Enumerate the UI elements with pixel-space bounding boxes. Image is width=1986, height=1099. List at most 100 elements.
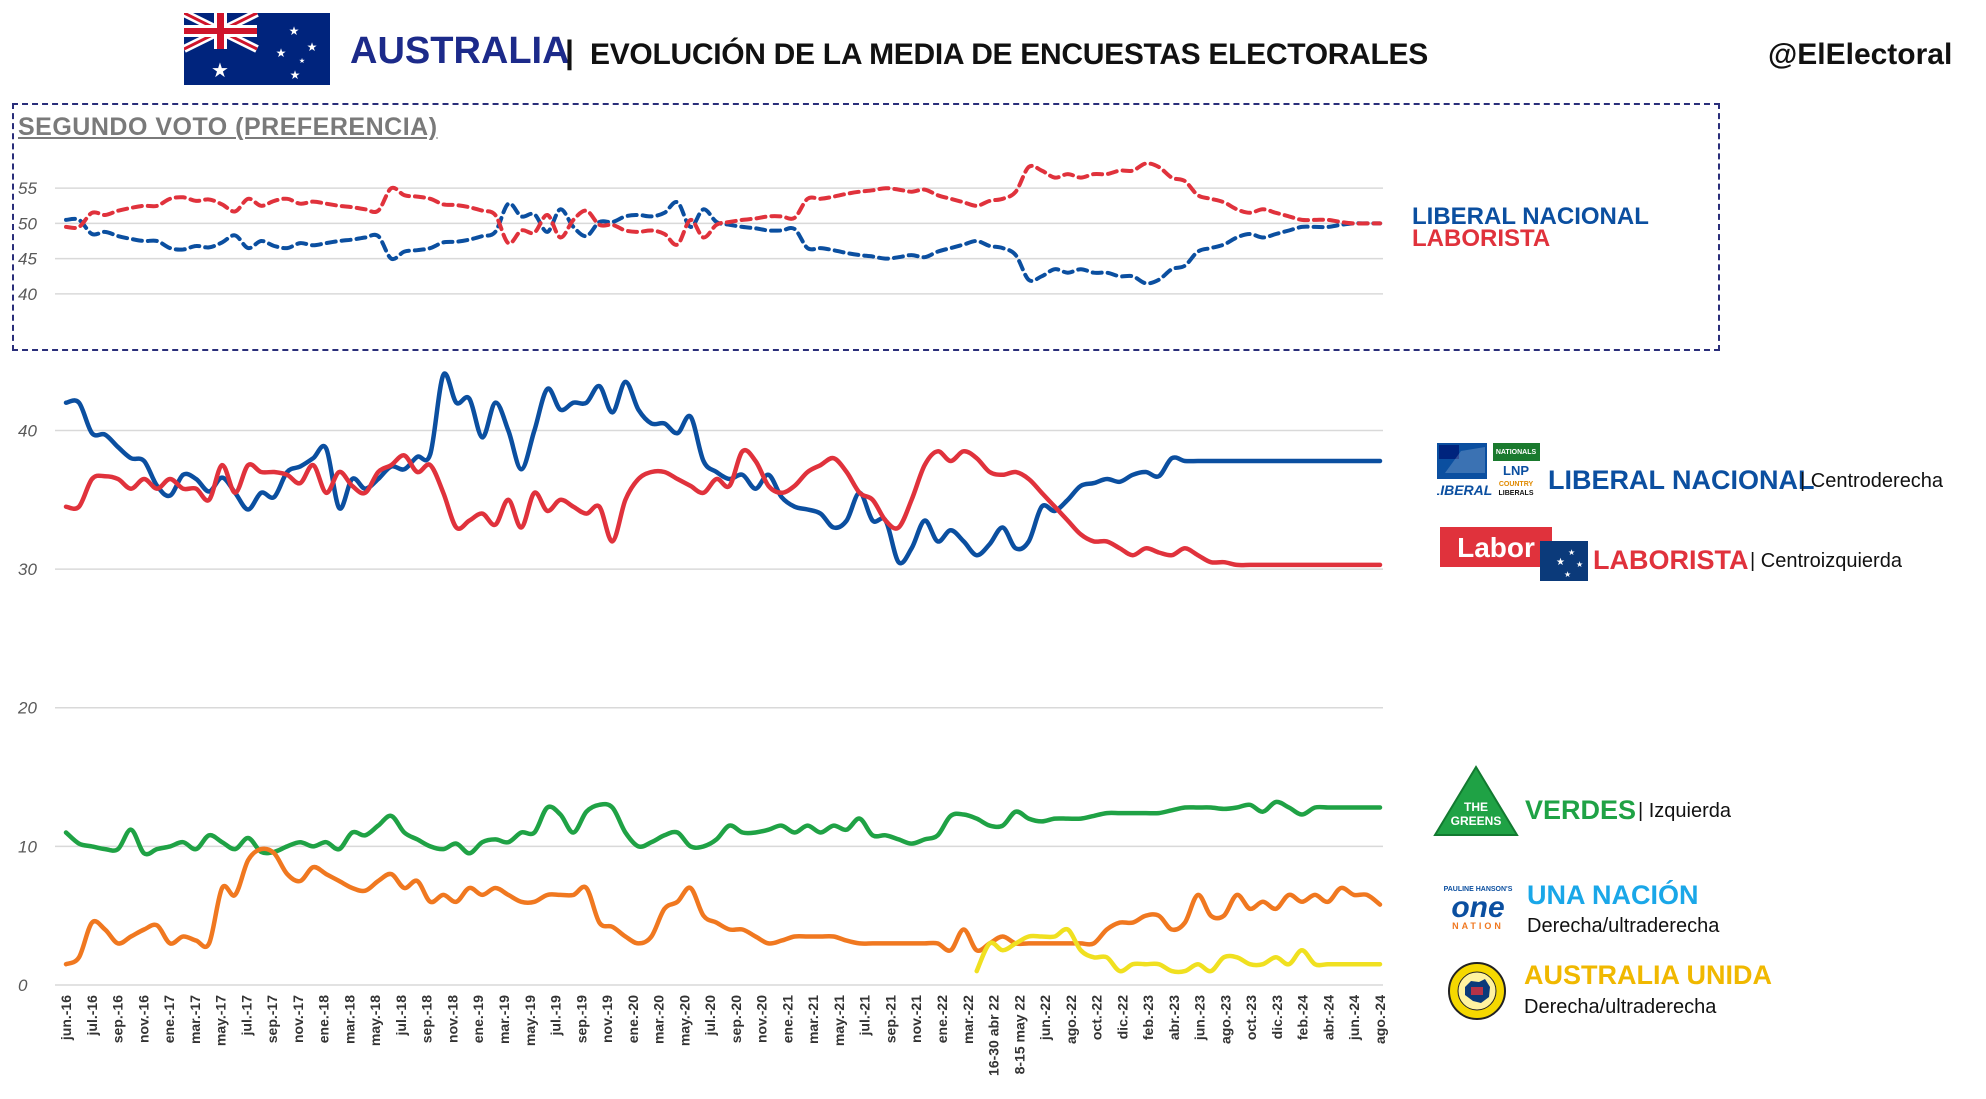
x-tick-label: abr.-23	[1166, 995, 1182, 1040]
x-tick-label: ago.-22	[1063, 995, 1079, 1044]
one-nation-logo: PAULINE HANSON'S one NATION	[1437, 883, 1519, 931]
series-line-greens	[63, 799, 1383, 857]
x-tick-label: feb.-23	[1140, 995, 1156, 1040]
svg-text:★: ★	[211, 60, 229, 82]
svg-text:★: ★	[1564, 570, 1571, 579]
preference-chart-frame	[12, 103, 1720, 351]
x-tick-label: 16-30 abr 22	[986, 995, 1002, 1076]
greens-logo-text: GREENS	[1451, 814, 1502, 828]
x-tick-label: ene.-20	[625, 995, 641, 1043]
y-tick-label: 0	[18, 976, 28, 995]
liberal-logo-text: LIBERAL	[1437, 482, 1492, 498]
x-tick-label: may.-20	[676, 995, 692, 1046]
labor-logo-text: Labor	[1457, 532, 1535, 563]
series-line-liberal	[63, 371, 1383, 566]
x-tick-label: 8-15 may 22	[1011, 995, 1027, 1075]
x-tick-label: ago.-24	[1372, 995, 1388, 1044]
series-line-labor	[63, 447, 1383, 568]
series-line-one_nation	[63, 846, 1383, 967]
x-tick-label: jul.-18	[393, 995, 409, 1037]
legend-one-nation-desc: Derecha/ultraderecha	[1527, 915, 1720, 937]
y-tick-label: 40	[18, 285, 37, 304]
svg-text:★: ★	[289, 24, 300, 38]
x-tick-label: jun.-23	[1192, 995, 1208, 1041]
preference-chart-title: SEGUNDO VOTO (PREFERENCIA)	[18, 113, 438, 141]
x-tick-label: ene.-21	[779, 995, 795, 1043]
legend-liberal-name: LIBERAL NACIONAL	[1548, 465, 1815, 495]
nationals-logo-text: NATIONALS	[1496, 449, 1537, 456]
x-tick-label: may.-18	[367, 995, 383, 1046]
x-tick-label: may.-21	[831, 995, 847, 1046]
x-tick-label: jun.-24	[1346, 995, 1362, 1041]
series-line-uap	[974, 926, 1383, 975]
y-tick-label: 55	[18, 179, 37, 198]
x-tick-label: mar.-17	[187, 995, 203, 1044]
x-tick-label: jul.-17	[238, 995, 254, 1037]
x-tick-label: sep.-20	[728, 995, 744, 1043]
svg-text:★: ★	[290, 68, 301, 82]
legend-uap-name: AUSTRALIA UNIDA	[1524, 960, 1772, 990]
y-tick-label: 20	[17, 699, 37, 718]
y-tick-label: 10	[18, 837, 37, 856]
svg-text:★: ★	[1556, 557, 1565, 568]
x-tick-label: sep.-21	[882, 995, 898, 1043]
svg-text:★: ★	[1576, 560, 1583, 569]
legend-uap-desc: Derecha/ultraderecha	[1524, 996, 1717, 1018]
x-tick-label: nov.-21	[908, 995, 924, 1043]
legend-liberal-desc: | Centroderecha	[1800, 470, 1944, 492]
australia-flag: ★ ★ ★ ★ ★ ★	[182, 9, 330, 85]
x-tick-label: mar.-22	[960, 995, 976, 1044]
x-tick-label: oct.-22	[1089, 995, 1105, 1040]
series-line-liberal-preference	[64, 200, 1382, 286]
united-australia-logo	[1447, 961, 1507, 1021]
x-tick-label: jul.-21	[857, 995, 873, 1037]
greens-logo-text-the: THE	[1464, 800, 1488, 814]
lnp-logo-text: LNP	[1503, 463, 1529, 478]
one-nation-logo-one: one	[1451, 891, 1504, 924]
x-tick-label: sep.-18	[419, 995, 435, 1043]
y-tick-label: 45	[18, 250, 37, 269]
x-tick-label: ene.-17	[161, 995, 177, 1043]
x-tick-label: dic.-23	[1269, 995, 1285, 1040]
x-tick-label: jun.-22	[1037, 995, 1053, 1041]
one-nation-logo-top: PAULINE HANSON'S	[1444, 886, 1513, 893]
title-separator: |	[565, 34, 574, 70]
x-tick-label: mar.-18	[341, 995, 357, 1044]
x-tick-label: jun.-16	[58, 995, 74, 1041]
x-tick-label: ago.-23	[1217, 995, 1233, 1044]
y-tick-label: 40	[18, 421, 37, 440]
x-tick-label: sep.-16	[110, 995, 126, 1043]
labor-logo: Labor ★ ★ ★ ★	[1440, 527, 1588, 581]
y-tick-label: 50	[18, 214, 37, 233]
x-tick-label: dic.-22	[1114, 995, 1130, 1040]
x-tick-label: sep.-17	[264, 995, 280, 1043]
x-tick-label: jul.-19	[548, 995, 564, 1037]
svg-text:★: ★	[307, 40, 318, 54]
x-tick-label: nov.-16	[135, 995, 151, 1043]
author-handle: @ElElectoral	[1768, 38, 1953, 71]
country-logo-text: COUNTRY	[1499, 481, 1534, 488]
x-tick-label: ene.-18	[316, 995, 332, 1043]
series-line-labor-preference	[64, 161, 1382, 247]
x-tick-label: may.-19	[522, 995, 538, 1046]
legend-greens-desc: | Izquierda	[1638, 800, 1732, 822]
legend-labor-name: LABORISTA	[1593, 545, 1749, 575]
legend-labor-desc: | Centroizquierda	[1750, 550, 1902, 572]
liberals-logo-text: LIBERALS	[1499, 490, 1534, 497]
one-nation-logo-nation: NATION	[1452, 921, 1504, 931]
x-tick-label: mar.-19	[496, 995, 512, 1044]
x-tick-label: ene.-22	[934, 995, 950, 1043]
x-tick-label: nov.-20	[754, 995, 770, 1043]
x-tick-label: jul.-16	[84, 995, 100, 1037]
x-tick-label: mar.-20	[651, 995, 667, 1044]
x-tick-label: nov.-18	[444, 995, 460, 1043]
greens-logo: THE GREENS	[1433, 765, 1519, 837]
title-country: AUSTRALIA	[350, 30, 570, 72]
legend-one-nation-name: UNA NACIÓN	[1527, 880, 1699, 910]
x-tick-label: may.-17	[213, 995, 229, 1046]
top-legend-labor: LABORISTA	[1412, 225, 1551, 252]
x-tick-label: jul.-20	[702, 995, 718, 1037]
x-tick-label: mar.-21	[805, 995, 821, 1044]
svg-text:★: ★	[1568, 548, 1575, 557]
